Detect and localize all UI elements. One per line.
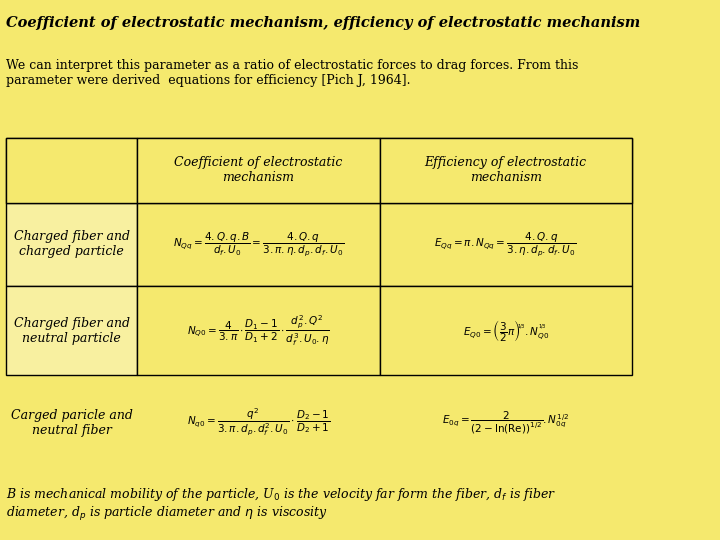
Bar <box>138 286 379 375</box>
Bar <box>138 138 379 202</box>
Bar <box>6 138 138 202</box>
Text: Coefficient of electrostatic
mechanism: Coefficient of electrostatic mechanism <box>174 156 343 184</box>
Text: $E_{Qq} = \pi.N_{Qq} = \dfrac{4.Q.q}{3.\eta.d_p.d_f.U_0}$: $E_{Qq} = \pi.N_{Qq} = \dfrac{4.Q.q}{3.\… <box>434 231 577 258</box>
Bar <box>379 138 631 202</box>
Text: $E_{Q0} = \left(\dfrac{3}{2}\pi\right)^{\!\!{}^{1\!/\!3}}.N_{Q0}^{{}^{1\!/\!3}}$: $E_{Q0} = \left(\dfrac{3}{2}\pi\right)^{… <box>462 318 549 344</box>
Text: We can interpret this parameter as a ratio of electrostatic forces to drag force: We can interpret this parameter as a rat… <box>6 59 579 87</box>
Text: B is mechanical mobility of the particle, U$_0$ is the velocity far form the fib: B is mechanical mobility of the particle… <box>6 486 557 523</box>
Text: Efficiency of electrostatic
mechanism: Efficiency of electrostatic mechanism <box>425 156 587 184</box>
Bar <box>379 138 631 202</box>
Bar <box>138 138 379 202</box>
Text: $N_{q0} = \dfrac{q^2}{3.\pi.d_p.d_f^2.U_0} \cdot \dfrac{D_2-1}{D_2+1}$: $N_{q0} = \dfrac{q^2}{3.\pi.d_p.d_f^2.U_… <box>186 407 330 438</box>
Bar <box>379 286 631 375</box>
Text: $E_{0q} = \dfrac{2}{\left(2-\ln(\mathrm{Re})\right)^{1/2}} .N_{0q}^{1/2}$: $E_{0q} = \dfrac{2}{\left(2-\ln(\mathrm{… <box>442 409 570 436</box>
Bar <box>6 138 138 202</box>
Text: $N_{Q0} = \dfrac{4}{3.\pi} \cdot \dfrac{D_1-1}{D_1+2} \cdot \dfrac{d_p^2.Q^2}{d_: $N_{Q0} = \dfrac{4}{3.\pi} \cdot \dfrac{… <box>187 314 330 348</box>
Text: Coefficient of electrostatic mechanism, efficiency of electrostatic mechanism: Coefficient of electrostatic mechanism, … <box>6 16 641 30</box>
Text: Charged fiber and
charged particle: Charged fiber and charged particle <box>14 231 130 258</box>
Bar <box>138 202 379 286</box>
Text: Charged fiber and
neutral particle: Charged fiber and neutral particle <box>14 317 130 345</box>
Text: Carged paricle and
neutral fiber: Carged paricle and neutral fiber <box>11 409 132 436</box>
Bar <box>379 202 631 286</box>
Text: $N_{Qq} = \dfrac{4.Q.q.B}{d_f.U_0} = \dfrac{4.Q.q}{3.\pi.\eta.d_p.d_f.U_0}$: $N_{Qq} = \dfrac{4.Q.q.B}{d_f.U_0} = \df… <box>173 231 344 258</box>
Bar <box>6 286 138 375</box>
Bar <box>6 202 138 286</box>
